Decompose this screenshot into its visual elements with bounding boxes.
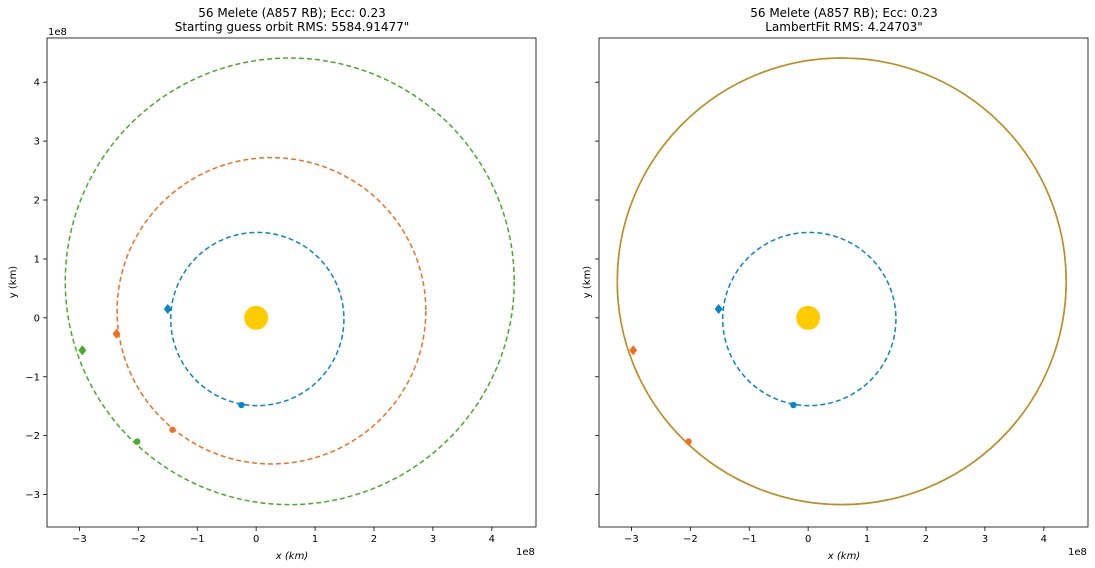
position-diamond-marker-2	[112, 328, 121, 339]
orbit-path-2	[616, 57, 1067, 506]
sun-marker	[244, 305, 269, 330]
x-tick-label: −1	[190, 534, 205, 545]
position-dot-marker-3	[685, 438, 692, 445]
y-tick-label: 4	[34, 78, 40, 89]
x-tick-label: 0	[253, 534, 259, 545]
x-tick-label: 3	[430, 534, 436, 545]
right-y-axis-label: y (km)	[582, 266, 593, 299]
position-dot-marker-1	[790, 401, 797, 409]
position-diamond-marker-0	[163, 304, 172, 315]
right-orbit-panel: 56 Melete (A857 RB); Ecc: 0.23 LambertFi…	[582, 6, 1089, 562]
y-tick-label: 1	[34, 254, 40, 265]
left-y-offset-label: 1e8	[48, 27, 67, 38]
x-tick-label: 1	[312, 534, 318, 545]
y-tick-label: −1	[25, 372, 40, 383]
y-tick-label: 0	[34, 313, 40, 324]
x-tick-label: −3	[72, 534, 87, 545]
x-tick-label: 4	[1041, 534, 1047, 545]
position-diamond-marker-0	[714, 304, 723, 315]
x-tick-label: 3	[982, 534, 988, 545]
axes-frame	[598, 37, 1089, 528]
position-dot-marker-3	[169, 426, 176, 433]
x-tick-label: 1	[864, 534, 870, 545]
y-tick-label: −3	[25, 490, 40, 501]
sun-marker	[796, 305, 821, 330]
left-x-offset-label: 1e8	[516, 547, 535, 558]
x-tick-label: 2	[923, 534, 929, 545]
left-y-axis-label: y (km)	[8, 266, 19, 299]
y-tick-label: 2	[34, 196, 40, 207]
left-x-axis-label: x (km)	[275, 551, 308, 562]
orbit-path-0	[721, 231, 897, 407]
x-tick-label: 0	[805, 534, 811, 545]
right-x-offset-label: 1e8	[1068, 547, 1087, 558]
left-orbit-panel: 56 Melete (A857 RB); Ecc: 0.23 Starting …	[8, 6, 537, 562]
x-tick-label: 2	[371, 534, 377, 545]
position-dot-marker-1	[238, 401, 245, 409]
left-title-line1: 56 Melete (A857 RB); Ecc: 0.23	[198, 6, 386, 20]
orbit-path-0	[169, 231, 345, 407]
right-x-axis-label: x (km)	[827, 551, 860, 562]
x-tick-label: −1	[742, 534, 757, 545]
y-tick-label: −2	[25, 431, 40, 442]
right-plot-area: −3 −2 −1 0 1 2 3 4	[595, 37, 1089, 545]
x-tick-label: −3	[624, 534, 639, 545]
plot-content	[64, 57, 515, 506]
orbit-path-2	[64, 57, 515, 506]
left-title-line2: Starting guess orbit RMS: 5584.91477"	[175, 20, 410, 34]
y-tick-label: 3	[34, 137, 40, 148]
axes-frame	[46, 37, 537, 528]
x-tick-label: 4	[489, 534, 495, 545]
left-plot-area: −3 −2 −1 0 1 2 3 4 −3 −2 −1 0 1 2 3 4	[25, 37, 537, 545]
right-title-line2: LambertFit RMS: 4.24703"	[765, 20, 923, 34]
position-diamond-marker-2	[629, 345, 638, 356]
right-title-line1: 56 Melete (A857 RB); Ecc: 0.23	[750, 6, 938, 20]
x-tick-label: −2	[683, 534, 698, 545]
position-dot-marker-5	[133, 438, 141, 445]
x-tick-label: −2	[131, 534, 146, 545]
position-diamond-marker-4	[78, 345, 87, 356]
plot-content	[616, 57, 1067, 506]
orbit-path-1	[116, 156, 427, 465]
